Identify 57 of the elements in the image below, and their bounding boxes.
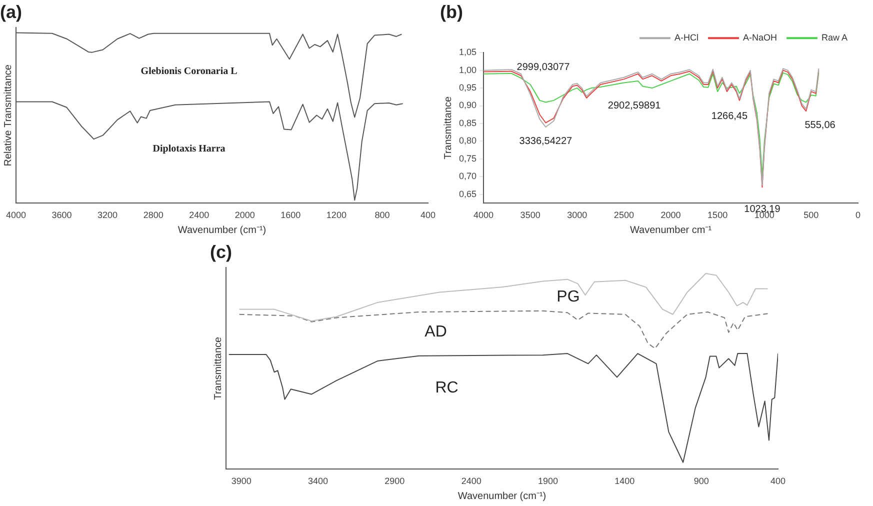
series-label: RC: [435, 379, 458, 396]
text: Glebionis Coronaria L: [140, 66, 238, 77]
annotation: 2902,59891: [608, 100, 662, 112]
y-axis-title: Transmittance: [442, 96, 454, 160]
y-axis-title: Relative Transmittance: [2, 64, 14, 166]
x-tick-label: 1500: [708, 210, 728, 220]
x-tick-label: 800: [374, 210, 390, 220]
x-tick-label: 1900: [538, 476, 558, 486]
chart-title: (c): [210, 242, 232, 262]
series-label: PG: [556, 288, 580, 306]
x-tick-label: 2500: [614, 210, 634, 220]
y-tick-label: 0,75: [458, 153, 477, 164]
y-axis-title: Transmittance: [212, 336, 224, 400]
x-tick-label: 0: [855, 210, 861, 220]
x-tick-label: 2000: [234, 210, 255, 220]
y-tick-label: 1,00: [458, 64, 477, 75]
x-tick-label: 2400: [189, 210, 210, 220]
legend-label: A-HCl: [674, 32, 698, 43]
y-tick-label: 0,65: [458, 188, 477, 199]
text: Diplotaxis Harra: [152, 143, 226, 154]
x-axis-title: Wavenumber (cm⁻¹): [178, 224, 266, 236]
x-tick-label: 2400: [461, 476, 482, 486]
x-tick-label: 400: [420, 210, 436, 220]
x-tick-label: 2900: [384, 476, 405, 486]
y-tick-label: 0,80: [458, 136, 477, 146]
series-label: AD: [424, 323, 447, 340]
annotation: 2999,03077: [516, 62, 570, 73]
y-tick-label: 0,95: [458, 82, 477, 93]
y-tick-label: 0,85: [458, 118, 477, 128]
y-tick-label: 1,05: [458, 47, 477, 58]
x-tick-label: 2800: [143, 210, 164, 220]
legend-label: A-NaOH: [742, 32, 778, 43]
y-tick-label: 0,70: [458, 171, 477, 182]
x-axis-title: Wavenumber (cm⁻¹): [458, 490, 546, 502]
x-tick-label: 3900: [231, 476, 252, 486]
x-tick-label: 3000: [567, 210, 588, 220]
annotation: 1266,45: [711, 111, 748, 122]
x-tick-label: 900: [694, 476, 709, 486]
x-tick-label: 3200: [98, 210, 118, 220]
chart-title: (a): [0, 2, 22, 22]
x-tick-label: 1600: [280, 210, 301, 220]
annotation: 555,06: [804, 120, 836, 131]
x-tick-label: 1400: [614, 476, 635, 486]
x-tick-label: 400: [770, 476, 786, 486]
x-tick-label: 3600: [52, 210, 72, 220]
y-tick-label: 0,90: [458, 100, 477, 110]
x-tick-label: 2000: [660, 210, 681, 220]
chart-title: (b): [440, 2, 463, 22]
x-tick-label: 3400: [308, 476, 328, 486]
x-tick-label: 500: [804, 210, 819, 220]
x-tick-label: 3500: [520, 210, 540, 220]
x-tick-label: 4000: [474, 210, 494, 220]
legend-label: Raw A: [821, 32, 848, 43]
x-tick-label: 1200: [326, 210, 346, 220]
annotation: 3336,54227: [519, 136, 573, 147]
x-tick-label: 4000: [6, 210, 26, 220]
x-axis-title: Wavenumber cm⁻¹: [630, 224, 712, 236]
